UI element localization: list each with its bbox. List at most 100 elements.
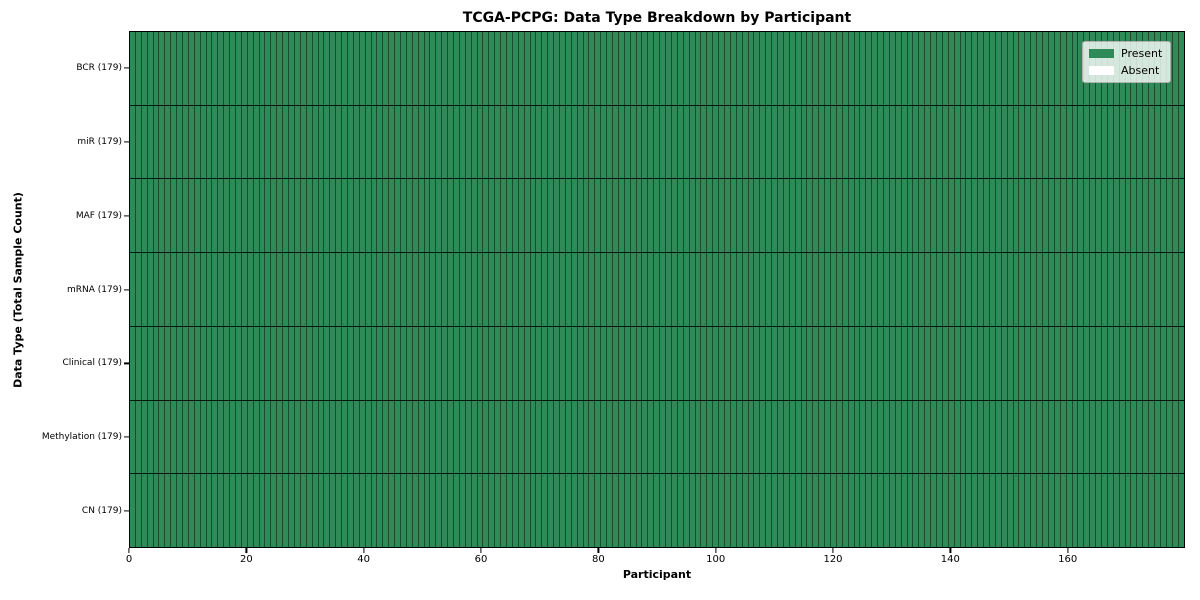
cell bbox=[400, 253, 407, 326]
cell bbox=[1013, 105, 1020, 179]
cell bbox=[789, 32, 796, 105]
cell bbox=[206, 32, 213, 105]
cell bbox=[1113, 105, 1120, 179]
cell bbox=[524, 326, 531, 400]
cell bbox=[1072, 32, 1079, 105]
cell bbox=[194, 253, 201, 326]
cell bbox=[942, 253, 949, 326]
cell bbox=[707, 105, 714, 179]
cell bbox=[218, 400, 225, 474]
cell bbox=[194, 400, 201, 474]
cell bbox=[766, 179, 773, 253]
cell bbox=[171, 326, 178, 400]
cell bbox=[1001, 32, 1008, 105]
cell bbox=[872, 400, 879, 474]
cell bbox=[937, 326, 943, 400]
chart-row-clinical bbox=[130, 325, 1184, 400]
cell bbox=[507, 253, 513, 326]
cell bbox=[130, 474, 136, 548]
cell bbox=[913, 105, 920, 179]
cell bbox=[942, 32, 949, 105]
cell bbox=[465, 326, 472, 400]
cell bbox=[188, 474, 195, 548]
x-tick-mark bbox=[480, 548, 482, 553]
cell bbox=[459, 474, 466, 548]
cell bbox=[695, 32, 702, 105]
cell bbox=[948, 326, 955, 400]
cell bbox=[1048, 105, 1055, 179]
cell bbox=[218, 474, 225, 548]
cell bbox=[1101, 474, 1108, 548]
cell bbox=[713, 400, 720, 474]
cell bbox=[695, 179, 702, 253]
cell bbox=[230, 105, 237, 179]
cell bbox=[253, 326, 260, 400]
cell bbox=[1172, 400, 1179, 474]
cell bbox=[595, 179, 602, 253]
chart-title: TCGA-PCPG: Data Type Breakdown by Partic… bbox=[462, 10, 852, 26]
cell bbox=[471, 32, 478, 105]
cell bbox=[636, 105, 643, 179]
cell bbox=[565, 105, 572, 179]
cell bbox=[165, 400, 172, 474]
cell bbox=[1143, 253, 1150, 326]
cell bbox=[766, 400, 773, 474]
cell bbox=[748, 474, 755, 548]
cell bbox=[1078, 474, 1085, 548]
cell bbox=[677, 326, 684, 400]
cell bbox=[371, 474, 378, 548]
cell bbox=[1125, 105, 1132, 179]
cell bbox=[347, 32, 354, 105]
cell bbox=[1066, 326, 1073, 400]
cell bbox=[424, 253, 431, 326]
cell bbox=[1043, 32, 1049, 105]
x-tick-mark bbox=[1067, 548, 1069, 553]
cell bbox=[171, 179, 178, 253]
cell bbox=[383, 326, 390, 400]
cell bbox=[760, 105, 767, 179]
cell bbox=[860, 105, 867, 179]
cell bbox=[1037, 400, 1044, 474]
cell bbox=[324, 179, 331, 253]
y-tick-marks bbox=[124, 31, 129, 548]
cell bbox=[342, 179, 348, 253]
cell bbox=[436, 326, 443, 400]
cell bbox=[1054, 253, 1061, 326]
cell bbox=[259, 105, 266, 179]
cell bbox=[931, 179, 938, 253]
cell bbox=[937, 400, 943, 474]
cell bbox=[507, 105, 513, 179]
cell bbox=[760, 326, 767, 400]
cell bbox=[141, 253, 148, 326]
cell bbox=[448, 474, 454, 548]
cell bbox=[359, 474, 366, 548]
cell bbox=[554, 32, 561, 105]
cell bbox=[135, 179, 142, 253]
cell bbox=[954, 32, 961, 105]
cell bbox=[236, 32, 242, 105]
cell bbox=[1101, 105, 1108, 179]
cell bbox=[483, 253, 490, 326]
cell bbox=[889, 179, 896, 253]
cell bbox=[931, 400, 938, 474]
cell bbox=[772, 326, 778, 400]
cell bbox=[200, 400, 207, 474]
cell bbox=[383, 32, 390, 105]
cell bbox=[247, 105, 254, 179]
cell bbox=[159, 400, 166, 474]
x-tick-label: 120 bbox=[823, 554, 843, 565]
absent-swatch-icon bbox=[1089, 66, 1114, 75]
cell bbox=[1025, 400, 1032, 474]
cell bbox=[135, 400, 142, 474]
cell bbox=[560, 400, 566, 474]
cell bbox=[377, 400, 384, 474]
cell bbox=[589, 179, 596, 253]
chart-row-methylation bbox=[130, 399, 1184, 474]
present-swatch-icon bbox=[1089, 49, 1114, 58]
cell bbox=[212, 32, 219, 105]
cell bbox=[224, 326, 231, 400]
cell bbox=[742, 105, 749, 179]
cell bbox=[966, 253, 973, 326]
cell bbox=[465, 253, 472, 326]
cell bbox=[459, 253, 466, 326]
